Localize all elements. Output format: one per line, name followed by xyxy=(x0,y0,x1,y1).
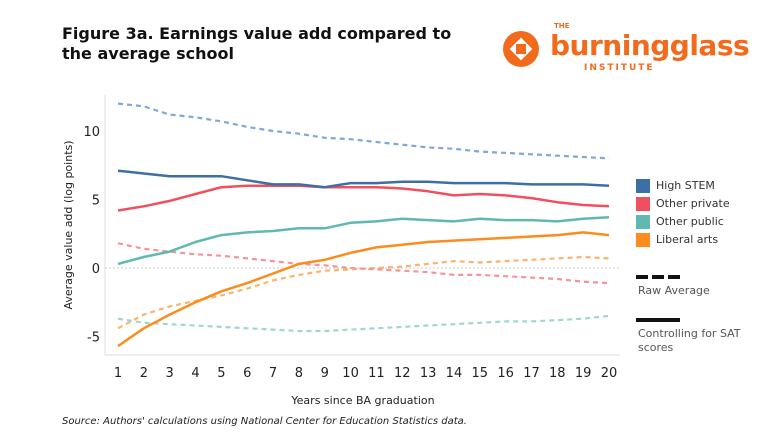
x-tick-label: 18 xyxy=(549,366,566,381)
chart-title: Figure 3a. Earnings value add compared t… xyxy=(62,24,452,63)
logo-word: burningglass xyxy=(550,29,750,62)
x-tick-label: 20 xyxy=(601,366,618,381)
raw-average-dashed-line xyxy=(117,314,610,333)
x-tick-label: 9 xyxy=(321,366,329,381)
legend-swatch xyxy=(636,179,650,193)
other-private-solid-line xyxy=(117,184,610,212)
raw-average-dashed-line xyxy=(117,242,610,285)
x-tick-label: 13 xyxy=(420,366,437,381)
legend-item: Other private xyxy=(636,197,730,211)
x-tick-label: 14 xyxy=(446,366,463,381)
logo-the: THE xyxy=(554,22,570,30)
source-note: Source: Authors' calculations using Nati… xyxy=(62,416,467,427)
y-tick-label: 0 xyxy=(92,262,100,277)
legend-swatch xyxy=(636,197,650,211)
x-tick-label: 1 xyxy=(114,366,122,381)
legend-label: High STEM xyxy=(656,179,715,192)
x-tick-label: 5 xyxy=(217,366,225,381)
logo-institute: INSTITUTE xyxy=(584,63,655,73)
legend-item: Other public xyxy=(636,215,724,229)
legend-item: High STEM xyxy=(636,179,715,193)
liberal-arts-solid-line xyxy=(117,231,610,348)
x-tick-label: 4 xyxy=(191,366,199,381)
raw-average-dashed-line xyxy=(117,102,610,160)
solid-line-key xyxy=(636,318,680,322)
x-tick-label: 12 xyxy=(394,366,411,381)
legend-item: Liberal arts xyxy=(636,233,718,247)
y-axis-label: Average value add (log points) xyxy=(62,140,75,309)
y-tick-label: 5 xyxy=(92,194,100,209)
other-public-solid-line xyxy=(117,216,610,266)
high-stem-solid-line xyxy=(117,169,610,189)
x-tick-label: 17 xyxy=(523,366,540,381)
x-tick-label: 15 xyxy=(472,366,489,381)
legend-swatch xyxy=(636,233,650,247)
x-tick-label: 2 xyxy=(140,366,148,381)
legend-label: Other private xyxy=(656,197,730,210)
x-tick-label: 6 xyxy=(243,366,251,381)
y-tick-label: -5 xyxy=(87,331,100,346)
logo-sun-icon xyxy=(503,31,539,67)
line-style-note: Controlling for SAT scores xyxy=(638,327,741,354)
legend-swatch xyxy=(636,215,650,229)
dashed-line-key xyxy=(636,275,680,279)
x-tick-label: 16 xyxy=(497,366,514,381)
x-axis-label: Years since BA graduation xyxy=(290,394,434,407)
x-tick-label: 19 xyxy=(575,366,592,381)
x-tick-label: 10 xyxy=(342,366,359,381)
x-tick-label: 7 xyxy=(269,366,277,381)
x-tick-label: 8 xyxy=(295,366,303,381)
burning-glass-logo: THE burningglass INSTITUTE xyxy=(498,22,768,76)
x-tick-label: 11 xyxy=(368,366,385,381)
legend-label: Liberal arts xyxy=(656,233,719,246)
legend-label: Other public xyxy=(656,215,724,228)
line-style-note: Raw Average xyxy=(638,284,710,297)
y-tick-label: 10 xyxy=(83,125,100,140)
x-tick-label: 3 xyxy=(166,366,174,381)
